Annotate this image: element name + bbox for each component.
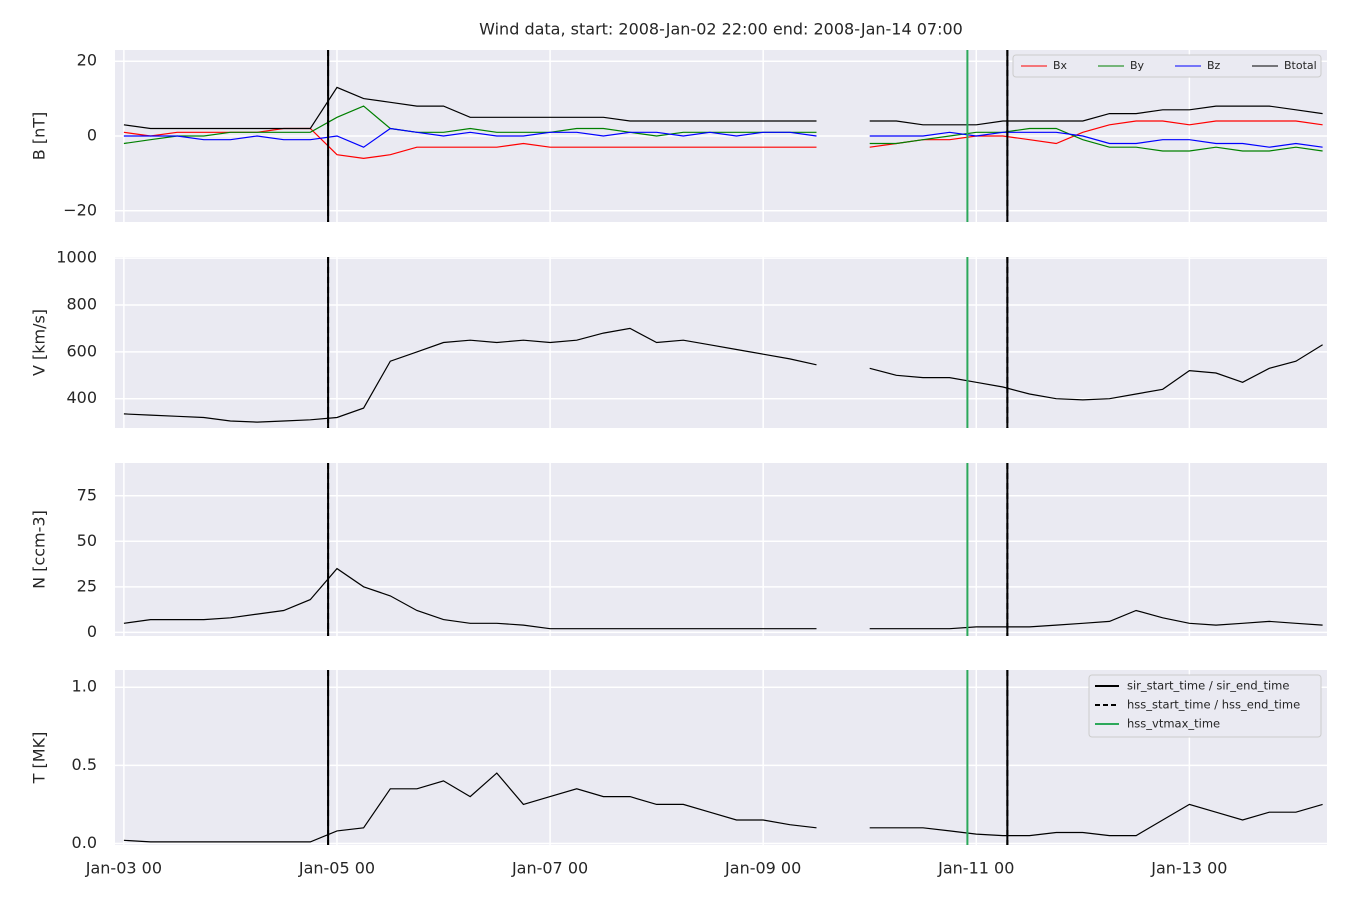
legend-label: Btotal xyxy=(1284,59,1317,72)
x-tick-label: Jan-03 00 xyxy=(85,859,162,878)
legend-label: hss_vtmax_time xyxy=(1127,717,1220,731)
y-axis-label: T [MK] xyxy=(30,732,49,785)
legend: sir_start_time / sir_end_time hss_start_t… xyxy=(1088,674,1322,738)
y-tick-label: 75 xyxy=(77,485,97,504)
data-line xyxy=(123,127,1323,148)
chart-title: Wind data, start: 2008-Jan-02 22:00 end:… xyxy=(479,20,963,39)
x-tick-label: Jan-05 00 xyxy=(298,859,375,878)
y-tick-label: 25 xyxy=(77,576,97,595)
legend-label: Bz xyxy=(1207,59,1221,72)
data-line xyxy=(123,567,1323,630)
y-tick-label: 50 xyxy=(77,531,97,550)
legend-label: Bx xyxy=(1053,59,1068,72)
legend-label: By xyxy=(1130,59,1145,72)
y-axis-label: B [nT] xyxy=(30,112,49,160)
legend-label: sir_start_time / sir_end_time xyxy=(1127,679,1289,693)
data-line xyxy=(123,327,1323,423)
x-tick-label: Jan-07 00 xyxy=(511,859,588,878)
y-tick-label: 1000 xyxy=(56,248,97,267)
y-tick-label: 0.5 xyxy=(72,755,97,774)
legend-label: hss_start_time / hss_end_time xyxy=(1127,698,1300,712)
y-tick-label: 800 xyxy=(66,295,97,314)
y-tick-label: −20 xyxy=(63,200,97,219)
data-line xyxy=(123,105,1323,152)
y-tick-label: 0 xyxy=(87,622,97,641)
y-tick-label: 1.0 xyxy=(72,677,97,696)
y-axis-label: N [ccm-3] xyxy=(30,510,49,589)
data-line xyxy=(123,772,1323,843)
y-axis-label: V [km/s] xyxy=(30,309,49,376)
legend-box xyxy=(1012,54,1322,78)
x-tick-label: Jan-09 00 xyxy=(724,859,801,878)
x-tick-label: Jan-11 00 xyxy=(937,859,1014,878)
panel-background xyxy=(115,463,1327,636)
y-tick-label: 600 xyxy=(66,341,97,360)
y-tick-label: 0.0 xyxy=(72,833,97,852)
y-tick-label: 0 xyxy=(87,126,97,145)
legend-box xyxy=(1088,674,1322,738)
x-tick-label: Jan-13 00 xyxy=(1150,859,1227,878)
legend: Bx By Bz Btotal xyxy=(1012,54,1322,78)
y-tick-label: 400 xyxy=(66,388,97,407)
data-line xyxy=(123,86,1323,130)
y-tick-label: 20 xyxy=(77,51,97,70)
panel-background xyxy=(115,257,1327,428)
